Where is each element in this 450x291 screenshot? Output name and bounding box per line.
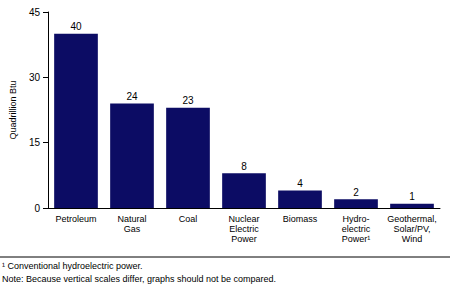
svg-text:1: 1 [409, 191, 415, 202]
svg-text:Power: Power [231, 234, 257, 244]
svg-text:Nuclear: Nuclear [228, 214, 259, 224]
svg-text:Electric: Electric [229, 224, 259, 234]
svg-text:2: 2 [353, 187, 359, 198]
svg-text:Geothermal,: Geothermal, [387, 214, 437, 224]
svg-text:Wind: Wind [402, 234, 423, 244]
svg-text:45: 45 [29, 7, 41, 18]
svg-text:Gas: Gas [124, 224, 141, 234]
svg-text:¹ Conventional hydroelectric p: ¹ Conventional hydroelectric power. [2, 261, 143, 271]
svg-text:Quadrillion Btu: Quadrillion Btu [8, 80, 18, 139]
svg-text:4: 4 [297, 178, 303, 189]
svg-text:0: 0 [34, 203, 40, 214]
svg-text:30: 30 [29, 72, 41, 83]
svg-text:electric: electric [342, 224, 371, 234]
svg-text:24: 24 [126, 91, 138, 102]
svg-text:Coal: Coal [179, 214, 198, 224]
svg-text:Note: Because vertical scales: Note: Because vertical scales differ, gr… [2, 274, 276, 284]
svg-text:Natural: Natural [117, 214, 146, 224]
svg-text:40: 40 [70, 21, 82, 32]
svg-text:8: 8 [241, 161, 247, 172]
svg-text:Hydro-: Hydro- [342, 214, 369, 224]
svg-text:Petroleum: Petroleum [55, 214, 96, 224]
svg-text:15: 15 [29, 137, 41, 148]
svg-text:23: 23 [182, 95, 194, 106]
svg-text:Power¹: Power¹ [342, 234, 371, 244]
svg-text:Solar/PV,: Solar/PV, [393, 224, 430, 234]
svg-text:Biomass: Biomass [283, 214, 318, 224]
